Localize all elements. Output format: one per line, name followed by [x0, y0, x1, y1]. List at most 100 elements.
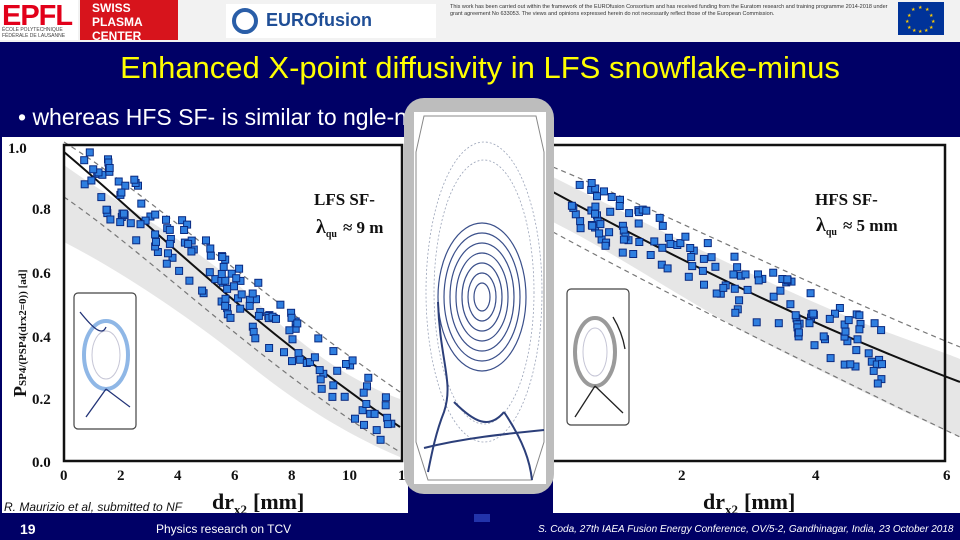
- data-marker: [221, 294, 230, 303]
- data-marker: [116, 218, 125, 227]
- data-marker: [567, 201, 576, 210]
- xtick-4: 8: [288, 468, 296, 484]
- eurofusion-logo: EUROfusion: [226, 4, 436, 38]
- data-marker: [681, 232, 690, 241]
- data-marker: [248, 289, 257, 298]
- data-marker: [151, 230, 160, 239]
- data-marker: [852, 346, 861, 355]
- data-marker: [731, 308, 740, 317]
- data-marker: [137, 199, 146, 208]
- data-marker: [595, 229, 604, 238]
- data-marker: [217, 270, 226, 278]
- data-marker: [232, 274, 241, 283]
- data-marker: [381, 401, 390, 410]
- data-markers-right: [567, 179, 886, 388]
- data-marker: [741, 270, 750, 279]
- data-marker: [733, 263, 742, 272]
- data-marker: [719, 283, 728, 292]
- data-marker: [185, 276, 194, 285]
- data-marker: [87, 176, 96, 185]
- data-marker: [601, 241, 610, 250]
- data-marker: [342, 360, 350, 368]
- equilibrium-cross-section: [414, 112, 546, 484]
- data-marker: [869, 366, 878, 375]
- x-axis-label-right: drx2 [mm]: [703, 489, 795, 513]
- data-marker: [698, 266, 707, 275]
- data-marker: [825, 314, 834, 323]
- data-marker: [328, 392, 337, 401]
- data-marker: [634, 219, 643, 228]
- data-marker: [162, 215, 170, 224]
- eurofusion-circle-icon: [232, 8, 258, 34]
- data-marker: [372, 426, 381, 435]
- reference-citation: R. Maurizio et al, submitted to NF: [4, 500, 183, 514]
- eurofusion-text: EUROfusion: [266, 10, 372, 30]
- data-marker: [588, 221, 597, 230]
- data-marker: [635, 238, 644, 246]
- data-marker: [783, 275, 792, 284]
- data-marker: [136, 220, 145, 229]
- label-lambda-right: λqu ≈ 5 mm: [816, 214, 898, 238]
- data-marker: [576, 217, 585, 226]
- data-marker: [730, 252, 739, 261]
- data-marker: [791, 311, 800, 320]
- data-marker: [180, 226, 189, 234]
- data-marker: [575, 180, 584, 189]
- footer-center-text: Physics research on TCV: [156, 522, 292, 536]
- data-marker: [686, 244, 695, 252]
- data-marker: [351, 414, 359, 423]
- data-marker: [769, 268, 778, 277]
- xtick-right-1: 4: [812, 468, 820, 484]
- data-marker: [254, 311, 263, 320]
- data-marker: [730, 284, 739, 293]
- data-marker: [752, 318, 761, 327]
- data-marker: [285, 326, 294, 335]
- data-marker: [362, 400, 371, 408]
- footer-citation: S. Coda, 27th IAEA Fusion Energy Confere…: [538, 524, 954, 535]
- data-marker: [688, 262, 697, 271]
- data-marker: [221, 301, 230, 310]
- plot-right: 2 4 6 drx2 [mm] HFS SF- λqu ≈ 5 mm: [547, 137, 960, 517]
- x-axis-label-left: drx2 [mm]: [212, 489, 304, 513]
- data-marker: [712, 289, 721, 298]
- data-marker: [805, 319, 814, 328]
- data-marker: [119, 209, 128, 218]
- data-marker: [202, 236, 210, 245]
- xtick-5: 10: [342, 468, 357, 484]
- data-marker: [666, 240, 675, 248]
- data-marker: [310, 353, 319, 362]
- data-marker: [184, 239, 193, 248]
- data-marker: [316, 375, 325, 384]
- data-marker: [684, 272, 693, 281]
- data-marker: [276, 300, 285, 309]
- data-marker: [187, 247, 196, 256]
- data-marker: [587, 179, 596, 187]
- data-marker: [287, 313, 296, 322]
- xtick-0: 0: [60, 468, 68, 484]
- data-marker: [841, 327, 850, 336]
- data-marker: [658, 221, 667, 230]
- data-marker: [314, 334, 323, 343]
- data-marker: [219, 262, 228, 271]
- data-marker: [855, 325, 864, 334]
- data-marker: [663, 264, 672, 273]
- lower-bound-right: [552, 231, 960, 438]
- data-marker: [329, 381, 338, 390]
- data-marker: [294, 349, 303, 358]
- data-marker: [606, 207, 615, 216]
- data-marker: [806, 289, 815, 298]
- data-marker: [198, 286, 207, 295]
- fit-curve-left: [63, 151, 401, 428]
- data-marker: [89, 165, 98, 174]
- data-marker: [794, 328, 803, 337]
- data-marker: [629, 250, 638, 258]
- spc-line1: SWISS PLASMA: [92, 1, 143, 29]
- data-marker: [221, 276, 230, 285]
- data-marker: [776, 286, 785, 295]
- data-marker: [376, 435, 385, 444]
- data-marker: [383, 420, 392, 429]
- data-marker: [729, 270, 738, 279]
- data-marker: [226, 313, 235, 322]
- data-marker: [130, 175, 139, 184]
- xtick-3: 6: [231, 468, 239, 484]
